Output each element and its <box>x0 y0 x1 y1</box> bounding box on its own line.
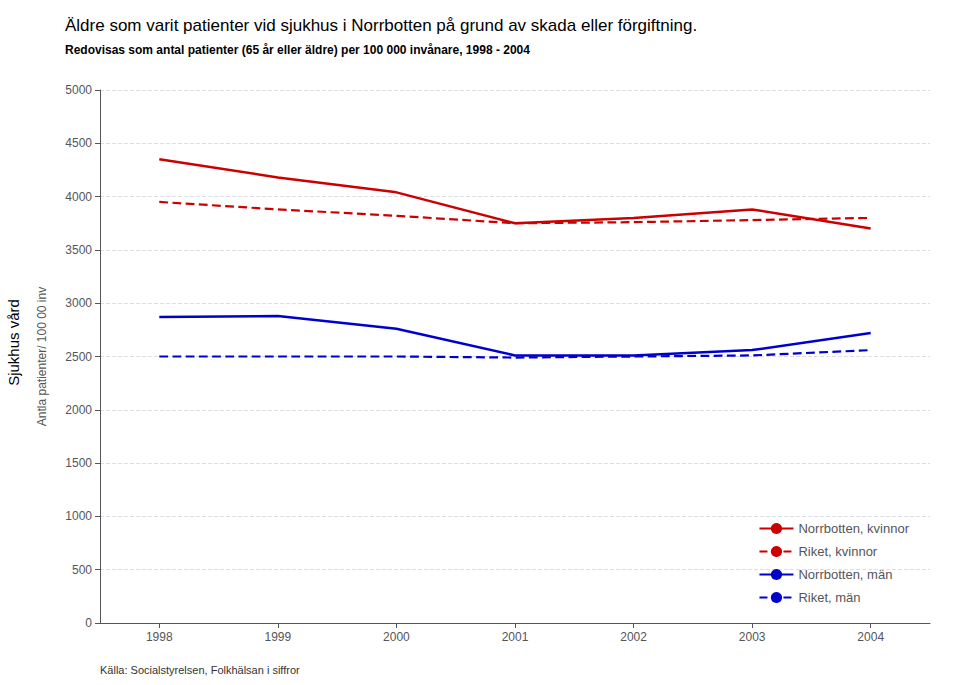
svg-text:3500: 3500 <box>65 243 92 257</box>
svg-text:Riket, män: Riket, män <box>798 590 860 605</box>
svg-text:2500: 2500 <box>65 350 92 364</box>
svg-text:Norrbotten, män: Norrbotten, män <box>798 567 892 582</box>
svg-text:2002: 2002 <box>620 630 647 644</box>
svg-text:0: 0 <box>85 616 92 630</box>
svg-text:1998: 1998 <box>146 630 173 644</box>
svg-text:Redovisas som antal patienter: Redovisas som antal patienter (65 år ell… <box>65 43 530 57</box>
svg-text:Källa: Socialstyrelsen, Folkhä: Källa: Socialstyrelsen, Folkhälsan i sif… <box>100 664 300 676</box>
svg-text:500: 500 <box>72 563 92 577</box>
svg-text:2000: 2000 <box>65 403 92 417</box>
svg-text:Äldre som varit patienter vid: Äldre som varit patienter vid sjukhus i … <box>65 16 697 35</box>
svg-text:1000: 1000 <box>65 509 92 523</box>
svg-text:5000: 5000 <box>65 83 92 97</box>
svg-text:4500: 4500 <box>65 136 92 150</box>
svg-text:2003: 2003 <box>739 630 766 644</box>
svg-text:2000: 2000 <box>383 630 410 644</box>
svg-text:2001: 2001 <box>502 630 529 644</box>
svg-text:2004: 2004 <box>857 630 884 644</box>
svg-text:Antla patienter/ 100 00 inv: Antla patienter/ 100 00 inv <box>35 287 49 426</box>
svg-text:Riket, kvinnor: Riket, kvinnor <box>798 544 877 559</box>
svg-text:3000: 3000 <box>65 296 92 310</box>
svg-text:4000: 4000 <box>65 190 92 204</box>
svg-text:Norrbotten, kvinnor: Norrbotten, kvinnor <box>798 521 909 536</box>
svg-text:1500: 1500 <box>65 456 92 470</box>
svg-text:1999: 1999 <box>265 630 292 644</box>
svg-text:Sjukhus vård: Sjukhus vård <box>5 299 22 386</box>
